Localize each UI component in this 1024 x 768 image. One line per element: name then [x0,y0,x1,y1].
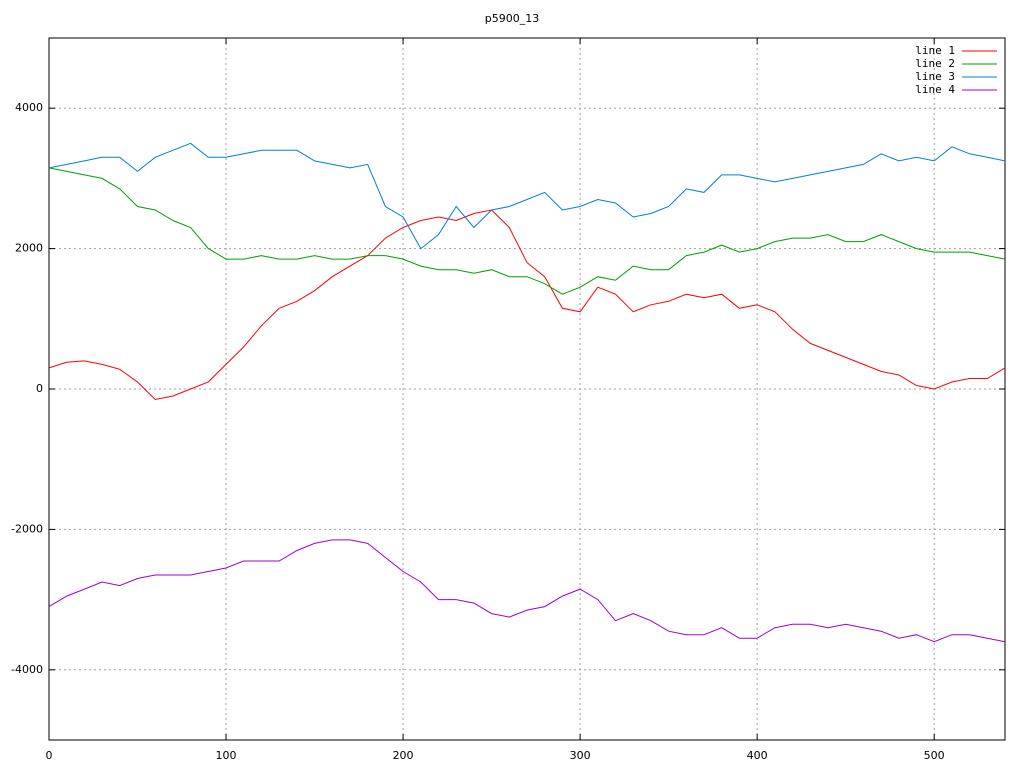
y-tick-label: 0 [36,382,43,395]
legend-label: line 3 [915,70,955,83]
legend-label: line 4 [915,83,955,96]
x-tick-label: 0 [46,749,53,762]
y-tick-label: -4000 [11,663,43,676]
x-tick-label: 100 [216,749,237,762]
y-tick-label: 4000 [15,101,43,114]
plot-frame [48,37,1006,741]
y-tick-label: 2000 [15,242,43,255]
legend-label: line 2 [915,57,955,70]
data-line [48,167,1006,295]
x-tick-label: 500 [924,749,945,762]
data-line [48,539,1006,643]
legend-label: line 1 [915,44,955,57]
x-tick-label: 300 [570,749,591,762]
x-tick-label: 400 [747,749,768,762]
data-line [48,142,1006,250]
data-line [48,209,1006,401]
chart-title: p5900_13 [485,12,539,25]
y-tick-label: -2000 [11,522,43,535]
x-tick-label: 200 [393,749,414,762]
